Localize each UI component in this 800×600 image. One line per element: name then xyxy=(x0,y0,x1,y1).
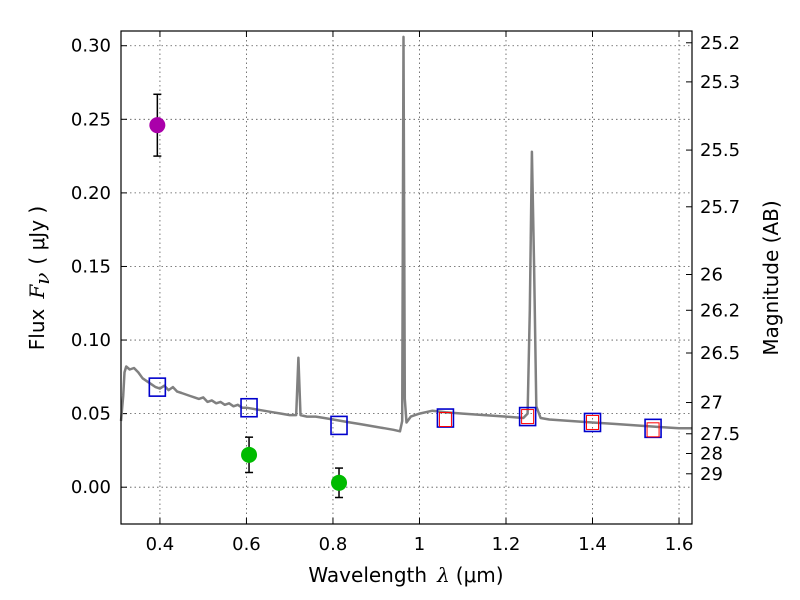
y-tick-label: 0.10 xyxy=(71,330,111,351)
plot-frame xyxy=(120,30,693,525)
x-tick-label: 1 xyxy=(414,534,425,555)
mag-tick-label: 27.5 xyxy=(700,424,740,445)
mag-tick-label: 26.5 xyxy=(700,343,740,364)
grid-layer xyxy=(121,31,692,524)
y-axis-label: FluxFν( μJy ) xyxy=(25,206,54,350)
x-tick-label: 1.6 xyxy=(665,534,694,555)
x-tick-label: 0.4 xyxy=(146,534,175,555)
model-band-box-blue xyxy=(583,412,602,433)
x-axis-label: Wavelength λ (μm) xyxy=(308,563,503,587)
y-tick-label: 0.15 xyxy=(71,256,111,277)
green-point-2 xyxy=(331,474,348,491)
x-tick-label: 1.2 xyxy=(492,534,521,555)
mag-tick-label: 29 xyxy=(700,464,723,485)
magenta-point xyxy=(149,117,166,134)
ticks-layer: 0.4 0.6 0.8 1 1.2 1.4 1.6 0.00 0.05 0.10 0.15 0.20 0… xyxy=(71,31,740,555)
y-tick-label: 0.30 xyxy=(71,36,111,57)
mag-tick-label: 25.3 xyxy=(700,72,740,93)
green-point-1 xyxy=(241,446,258,463)
y-tick-label: 0.00 xyxy=(71,477,111,498)
mag-tick-label: 25.2 xyxy=(700,33,740,54)
model-band-box-blue xyxy=(240,397,258,418)
model-band-box-blue xyxy=(330,415,348,436)
mag-tick-label: 25.7 xyxy=(700,197,740,218)
model-band-box-red xyxy=(646,422,660,438)
mag-tick-label: 25.5 xyxy=(700,140,740,161)
y-tick-label: 0.25 xyxy=(71,109,111,130)
mag-tick-label: 27 xyxy=(700,393,723,414)
model-band-box-blue xyxy=(518,406,537,427)
model-band-box-red xyxy=(586,414,600,430)
y-tick-label: 0.05 xyxy=(71,404,111,425)
sed-model-line xyxy=(119,35,692,433)
x-tick-label: 0.6 xyxy=(232,534,261,555)
model-band-box-blue xyxy=(148,377,167,397)
mag-tick-label: 26 xyxy=(700,264,723,285)
model-band-box-red xyxy=(438,412,452,428)
x-tick-label: 0.8 xyxy=(319,534,348,555)
right-axis-label: Magnitude (AB) xyxy=(759,200,783,355)
x-tick-label: 1.4 xyxy=(578,534,607,555)
mag-tick-label: 28 xyxy=(700,443,723,464)
model-band-box-blue xyxy=(436,408,455,428)
model-band-box-red xyxy=(521,409,535,425)
data-layer xyxy=(119,35,692,499)
mag-tick-label: 26.2 xyxy=(700,300,740,321)
model-band-box-blue xyxy=(644,418,662,439)
y-tick-label: 0.20 xyxy=(71,183,111,204)
